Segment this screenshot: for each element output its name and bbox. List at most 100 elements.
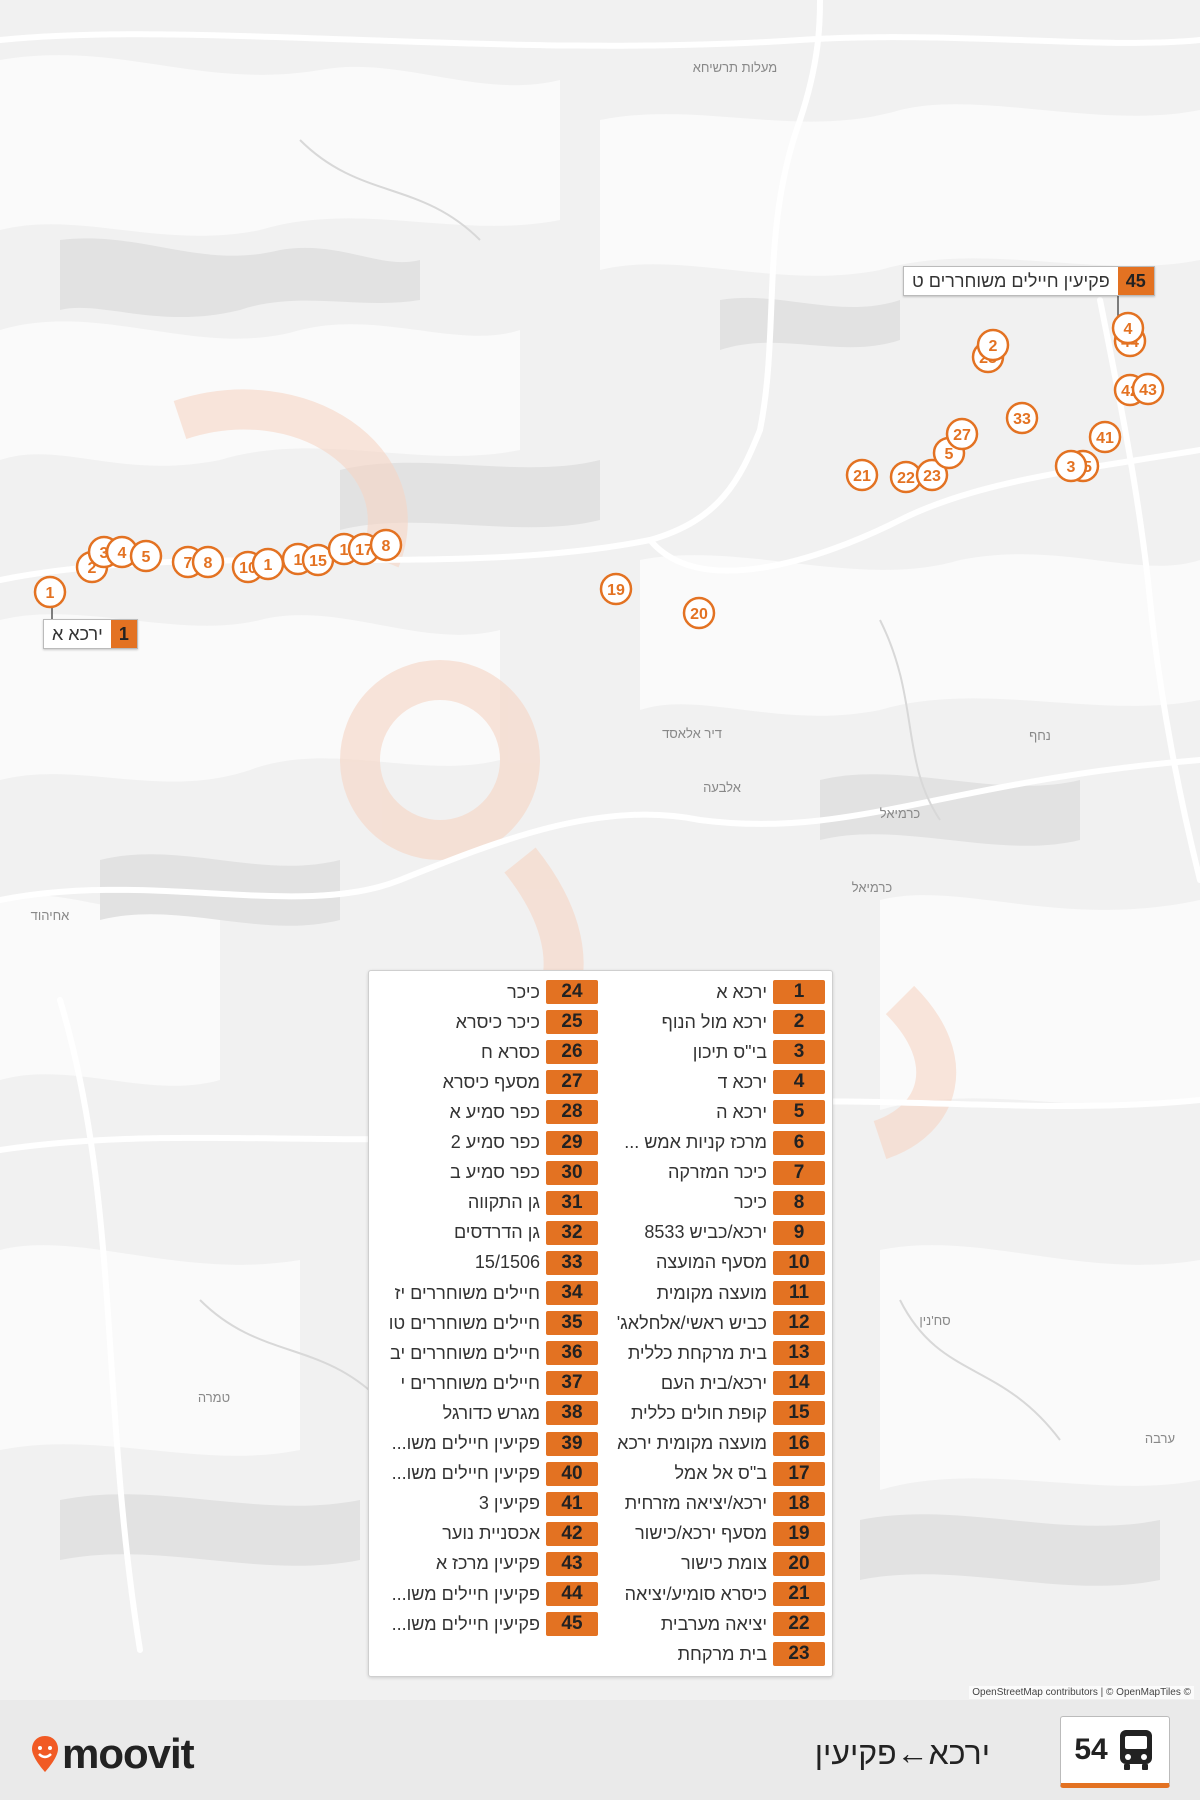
legend-row[interactable]: פקיעין 3 41 (378, 1491, 598, 1517)
stop-number: 11 (773, 1281, 825, 1305)
stop-number: 27 (546, 1070, 598, 1095)
stop-name: ירכא ה (716, 1101, 767, 1122)
legend-row[interactable]: כיכר 24 (378, 979, 598, 1005)
legend-row[interactable]: כיכר 8 (605, 1190, 825, 1216)
legend-row[interactable]: יציאה מערבית 22 (605, 1611, 825, 1637)
stop-name: מסעף ירכא/כישור (635, 1523, 767, 1544)
stop-name: פקיעין חיילים משו... (391, 1613, 540, 1634)
stop-marker-label: 8 (204, 555, 213, 572)
map-attribution[interactable]: OpenStreetMap contributors | © OpenMapTi… (969, 1686, 1194, 1699)
legend-row[interactable]: מגרש כדורגל 38 (378, 1400, 598, 1426)
stop-marker[interactable]: 21 (845, 458, 879, 492)
stop-number: 16 (773, 1431, 825, 1456)
legend-row[interactable]: כיסרא סומיע/יציאה 21 (605, 1581, 825, 1607)
legend-row[interactable]: חיילים משוחררים יז 34 (378, 1280, 598, 1306)
stop-marker-label: 43 (1139, 382, 1157, 399)
stop-marker[interactable]: 15 (301, 543, 335, 577)
legend-row[interactable]: כפר סמיע א 28 (378, 1099, 598, 1125)
stop-name: ירכא/יציאה מזרחית (624, 1493, 767, 1514)
legend-row[interactable]: ירכא א 1 (605, 979, 825, 1005)
stop-number: 13 (773, 1341, 825, 1366)
legend-row[interactable]: ירכא/יציאה מזרחית 18 (605, 1491, 825, 1517)
stop-name: בית מרקחת כללית (627, 1342, 767, 1363)
stop-marker[interactable]: 27 (945, 417, 979, 451)
stop-marker[interactable]: 8 (369, 528, 403, 562)
legend-row[interactable]: ירכא/כביש 8533 9 (605, 1220, 825, 1246)
legend-row[interactable]: כיכר המזרקה 7 (605, 1160, 825, 1186)
legend-row[interactable]: מרכז קניות אמש ... 6 (605, 1130, 825, 1156)
stop-marker[interactable]: 23 (915, 458, 949, 492)
legend-row[interactable]: קופת חולים כללית 15 (605, 1400, 825, 1426)
stop-marker[interactable]: 1 (33, 575, 67, 609)
legend-row[interactable]: ירכא מול הנוף 2 (605, 1009, 825, 1035)
legend-row[interactable]: כפר סמיע 2 29 (378, 1130, 598, 1156)
stop-marker[interactable]: 4 (1111, 311, 1145, 345)
stop-number: 32 (546, 1220, 598, 1245)
legend-row[interactable]: גן הדרדסים 32 (378, 1220, 598, 1246)
stop-marker[interactable]: 33 (1005, 401, 1039, 435)
legend-row[interactable]: 15/1506 33 (378, 1250, 598, 1276)
legend-row[interactable]: חיילים משוחררים יב 36 (378, 1340, 598, 1366)
stop-name: ב"ס אל אמל (674, 1463, 767, 1484)
stop-marker-label: 7 (184, 555, 193, 572)
callout-last-stop[interactable]: פקיעין חיילים משוחררים ט 45 (903, 266, 1155, 296)
stop-number: 14 (773, 1371, 825, 1396)
place-label: נחף (1029, 728, 1051, 743)
legend-row[interactable]: מועצה מקומית ירכא 16 (605, 1431, 825, 1457)
stop-number: 45 (546, 1612, 598, 1637)
legend-row[interactable]: אכסניית נוער 42 (378, 1521, 598, 1547)
legend-row[interactable]: פקיעין מרכז א 43 (378, 1551, 598, 1577)
stop-name: קופת חולים כללית (630, 1402, 767, 1423)
terrain-patches (60, 238, 1160, 1586)
legend-row[interactable]: כיכר כיסרא 25 (378, 1009, 598, 1035)
legend-row[interactable]: מסעף כיסרא 27 (378, 1069, 598, 1095)
legend-row[interactable]: ירכא ה 5 (605, 1099, 825, 1125)
stop-marker[interactable]: 3 (1054, 449, 1088, 483)
legend-row[interactable]: חיילים משוחררים טו 35 (378, 1310, 598, 1336)
stop-marker[interactable]: 22 (889, 460, 923, 494)
legend-row[interactable]: צומת כישור 20 (605, 1551, 825, 1577)
route-title: ירכא←פקיעין (814, 1735, 990, 1771)
legend-row[interactable]: חיילים משוחררים י 37 (378, 1370, 598, 1396)
stop-marker-label: 4 (1124, 321, 1133, 338)
legend-row[interactable]: כסרא ח 26 (378, 1039, 598, 1065)
legend-row[interactable]: ירכא ד 4 (605, 1069, 825, 1095)
map-canvas[interactable]: מעלות תרשיחא נחף דיר אלאסד אלבעה כרמיאל … (0, 0, 1200, 1700)
legend-row[interactable]: מועצה מקומית 11 (605, 1280, 825, 1306)
moovit-logo[interactable]: moovit (30, 1730, 195, 1778)
stop-number: 35 (546, 1311, 598, 1336)
stop-marker-label: 20 (690, 606, 708, 623)
legend-row[interactable]: פקיעין חיילים משו... 39 (378, 1431, 598, 1457)
stop-marker[interactable]: 43 (1131, 372, 1165, 406)
legend-row[interactable]: בית מרקחת 23 (605, 1641, 825, 1667)
callout-number: 1 (110, 620, 137, 648)
stop-marker[interactable]: 8 (191, 545, 225, 579)
legend-row[interactable]: פקיעין חיילים משו... 44 (378, 1581, 598, 1607)
stop-marker[interactable]: 19 (599, 572, 633, 606)
legend-row[interactable]: ירכא/בית העם 14 (605, 1370, 825, 1396)
stop-marker[interactable]: 20 (682, 596, 716, 630)
stop-name: כסרא ח (480, 1041, 540, 1062)
stop-marker-circle (1054, 449, 1088, 483)
stop-number: 37 (546, 1371, 598, 1396)
stop-number: 43 (546, 1551, 598, 1576)
route-badge[interactable]: 54 (1060, 1716, 1170, 1788)
stop-marker[interactable]: 5 (129, 539, 163, 573)
callout-first-stop[interactable]: ירכא א 1 (43, 619, 138, 649)
stop-marker[interactable]: 41 (1088, 420, 1122, 454)
legend-row[interactable]: כביש ראשי/אלחלאג' 12 (605, 1310, 825, 1336)
legend-row[interactable]: בי"ס תיכון 3 (605, 1039, 825, 1065)
legend-row[interactable]: כפר סמיע ב 30 (378, 1160, 598, 1186)
place-label: אחיהוד (31, 908, 70, 923)
legend-row[interactable]: פקיעין חיילים משו... 40 (378, 1461, 598, 1487)
legend-row[interactable]: מסעף המועצה 10 (605, 1250, 825, 1276)
legend-row[interactable]: בית מרקחת כללית 13 (605, 1340, 825, 1366)
stop-marker[interactable]: 2 (976, 328, 1010, 362)
legend-row[interactable]: פקיעין חיילים משו... 45 (378, 1611, 598, 1637)
legend-row[interactable]: גן התקווה 31 (378, 1190, 598, 1216)
stop-marker[interactable]: 1 (251, 547, 285, 581)
legend-row[interactable]: ב"ס אל אמל 17 (605, 1461, 825, 1487)
stop-name: ירכא מול הנוף (661, 1011, 767, 1032)
stop-marker-circle (369, 528, 403, 562)
legend-row[interactable]: מסעף ירכא/כישור 19 (605, 1521, 825, 1547)
